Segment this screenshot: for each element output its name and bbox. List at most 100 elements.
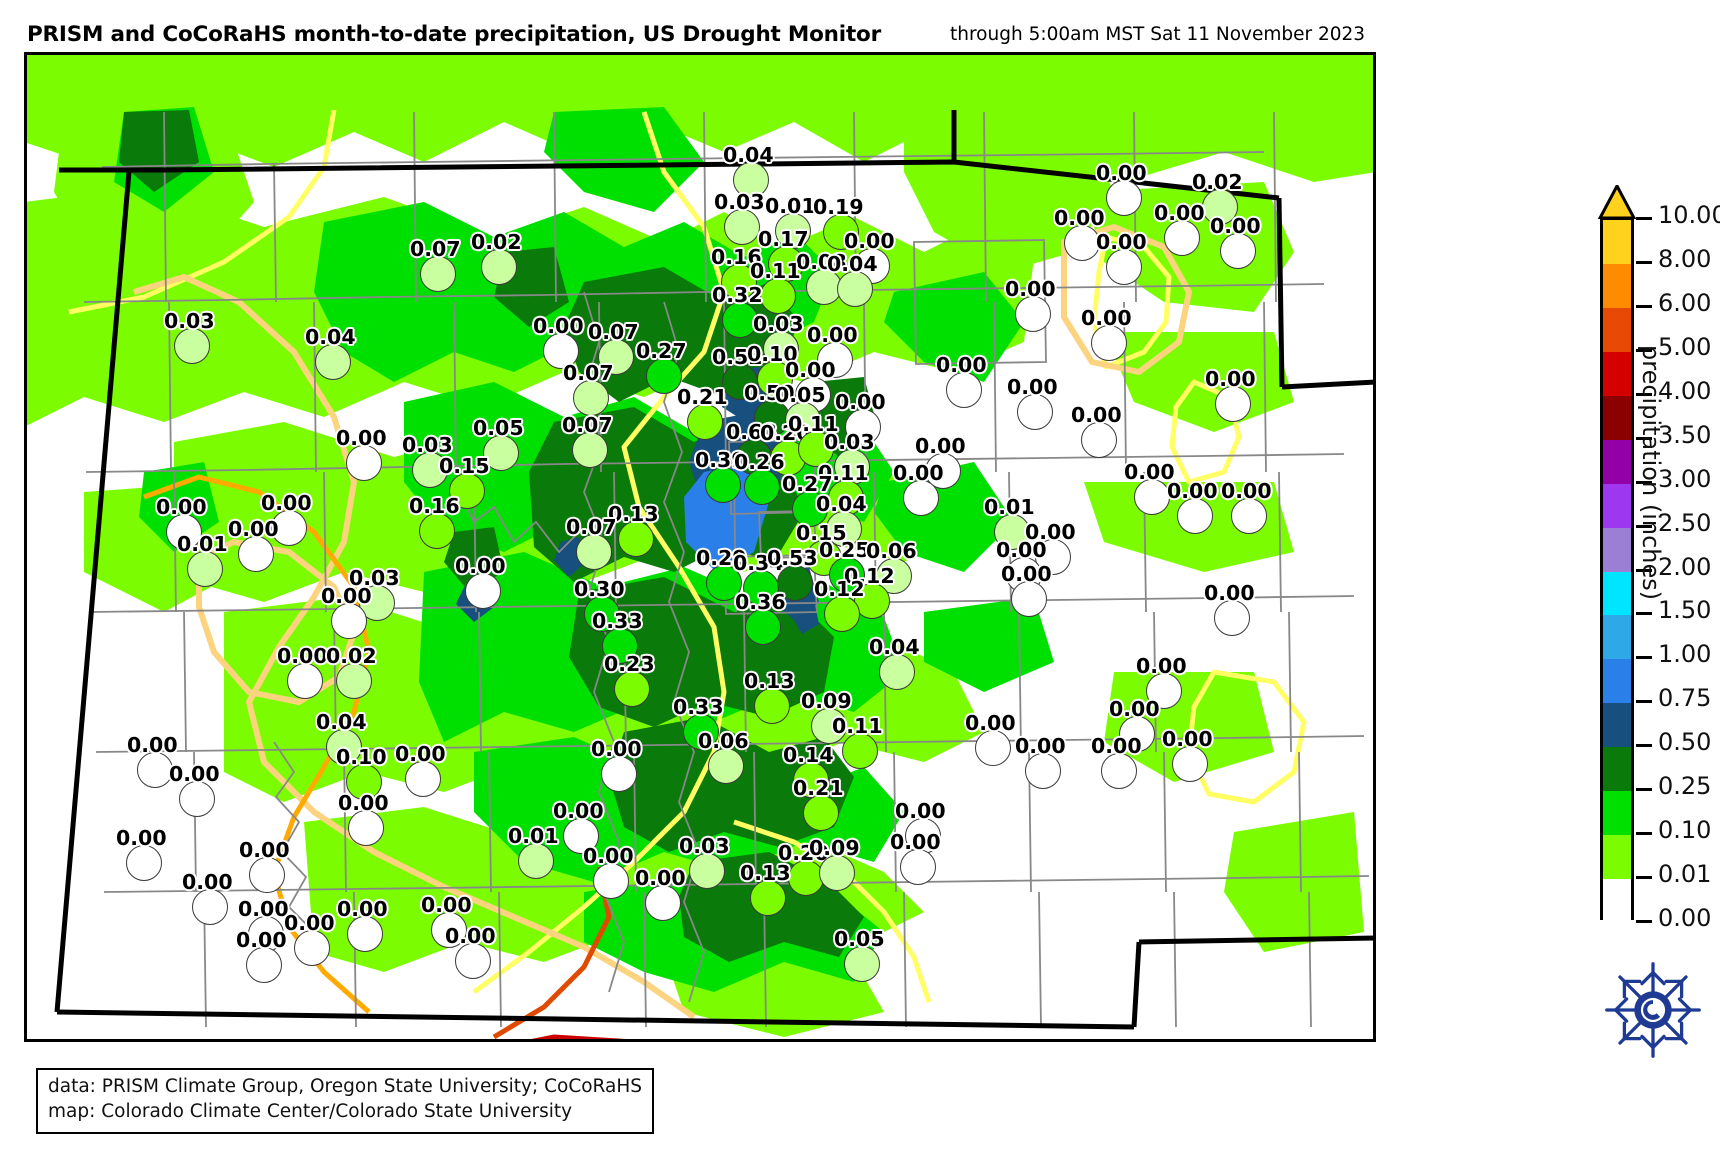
station-marker[interactable] <box>126 845 162 881</box>
station-marker[interactable] <box>336 663 372 699</box>
station-marker[interactable] <box>601 756 637 792</box>
station-marker[interactable] <box>331 603 367 639</box>
station-marker[interactable] <box>754 688 790 724</box>
station-marker[interactable] <box>598 339 634 375</box>
station-marker[interactable] <box>405 761 441 797</box>
station-marker[interactable] <box>785 402 821 438</box>
station-marker[interactable] <box>803 795 839 831</box>
station-marker[interactable] <box>1017 394 1053 430</box>
station-marker[interactable] <box>1064 225 1100 261</box>
station-marker[interactable] <box>481 249 517 285</box>
station-marker[interactable] <box>722 364 758 400</box>
station-marker[interactable] <box>823 214 859 250</box>
station-marker[interactable] <box>806 269 842 305</box>
station-marker[interactable] <box>1177 498 1213 534</box>
station-marker[interactable] <box>246 947 282 983</box>
station-marker[interactable] <box>768 246 804 282</box>
station-marker[interactable] <box>238 536 274 572</box>
station-marker[interactable] <box>563 818 599 854</box>
station-marker[interactable] <box>166 514 202 550</box>
station-marker[interactable] <box>905 818 941 854</box>
station-marker[interactable] <box>683 714 719 750</box>
station-marker[interactable] <box>646 358 682 394</box>
station-marker[interactable] <box>722 302 758 338</box>
station-marker[interactable] <box>793 762 829 798</box>
station-marker[interactable] <box>645 885 681 921</box>
station-marker[interactable] <box>903 480 939 516</box>
station-marker[interactable] <box>975 730 1011 766</box>
station-marker[interactable] <box>811 708 847 744</box>
station-marker[interactable] <box>518 843 554 879</box>
station-marker[interactable] <box>1106 180 1142 216</box>
station-marker[interactable] <box>706 565 742 601</box>
station-marker[interactable] <box>431 912 467 948</box>
station-marker[interactable] <box>1231 498 1267 534</box>
station-marker[interactable] <box>543 333 579 369</box>
station-marker[interactable] <box>724 209 760 245</box>
station-marker[interactable] <box>593 863 629 899</box>
station-marker[interactable] <box>346 445 382 481</box>
station-marker[interactable] <box>1101 753 1137 789</box>
station-marker[interactable] <box>792 491 828 527</box>
station-marker[interactable] <box>179 781 215 817</box>
station-marker[interactable] <box>192 889 228 925</box>
station-marker[interactable] <box>824 596 860 632</box>
station-marker[interactable] <box>1134 479 1170 515</box>
station-marker[interactable] <box>1202 189 1238 225</box>
station-marker[interactable] <box>1081 422 1117 458</box>
station-marker[interactable] <box>249 857 285 893</box>
station-marker[interactable] <box>1025 753 1061 789</box>
station-marker[interactable] <box>347 916 383 952</box>
station-marker[interactable] <box>689 853 725 889</box>
station-marker[interactable] <box>618 521 654 557</box>
station-marker[interactable] <box>817 342 853 378</box>
station-marker[interactable] <box>187 551 223 587</box>
station-marker[interactable] <box>412 452 448 488</box>
station-marker[interactable] <box>294 930 330 966</box>
station-marker[interactable] <box>449 473 485 509</box>
station-marker[interactable] <box>828 480 864 516</box>
station-marker[interactable] <box>798 431 834 467</box>
station-marker[interactable] <box>1164 220 1200 256</box>
station-marker[interactable] <box>174 328 210 364</box>
station-marker[interactable] <box>455 943 491 979</box>
precipitation-map[interactable]: 0.04 0.00 0.02 0.03 0.01 0.19 0.00 0.00 0.00 0.17… <box>24 52 1376 1042</box>
station-marker[interactable] <box>573 380 609 416</box>
station-marker[interactable] <box>1015 296 1051 332</box>
station-marker[interactable] <box>1091 325 1127 361</box>
station-marker[interactable] <box>1119 716 1155 752</box>
station-marker[interactable] <box>1146 673 1182 709</box>
station-marker[interactable] <box>1214 600 1250 636</box>
station-marker[interactable] <box>837 271 873 307</box>
station-marker[interactable] <box>844 946 880 982</box>
station-marker[interactable] <box>879 654 915 690</box>
station-marker[interactable] <box>271 510 307 546</box>
station-marker[interactable] <box>745 609 781 645</box>
station-marker[interactable] <box>777 565 813 601</box>
station-marker[interactable] <box>708 748 744 784</box>
station-marker[interactable] <box>994 514 1030 550</box>
station-marker[interactable] <box>420 256 456 292</box>
station-marker[interactable] <box>819 855 855 891</box>
station-marker[interactable] <box>614 671 650 707</box>
station-marker[interactable] <box>757 361 793 397</box>
station-marker[interactable] <box>572 432 608 468</box>
station-marker[interactable] <box>287 663 323 699</box>
station-marker[interactable] <box>705 467 741 503</box>
station-marker[interactable] <box>760 278 796 314</box>
station-marker[interactable] <box>465 573 501 609</box>
station-marker[interactable] <box>842 733 878 769</box>
station-marker[interactable] <box>315 344 351 380</box>
station-marker[interactable] <box>584 596 620 632</box>
station-marker[interactable] <box>1215 386 1251 422</box>
station-marker[interactable] <box>326 729 362 765</box>
station-marker[interactable] <box>1172 746 1208 782</box>
station-marker[interactable] <box>750 880 786 916</box>
station-marker[interactable] <box>419 513 455 549</box>
station-marker[interactable] <box>483 435 519 471</box>
station-marker[interactable] <box>348 810 384 846</box>
station-marker[interactable] <box>721 264 757 300</box>
station-marker[interactable] <box>576 534 612 570</box>
station-marker[interactable] <box>602 628 638 664</box>
station-marker[interactable] <box>1106 249 1142 285</box>
